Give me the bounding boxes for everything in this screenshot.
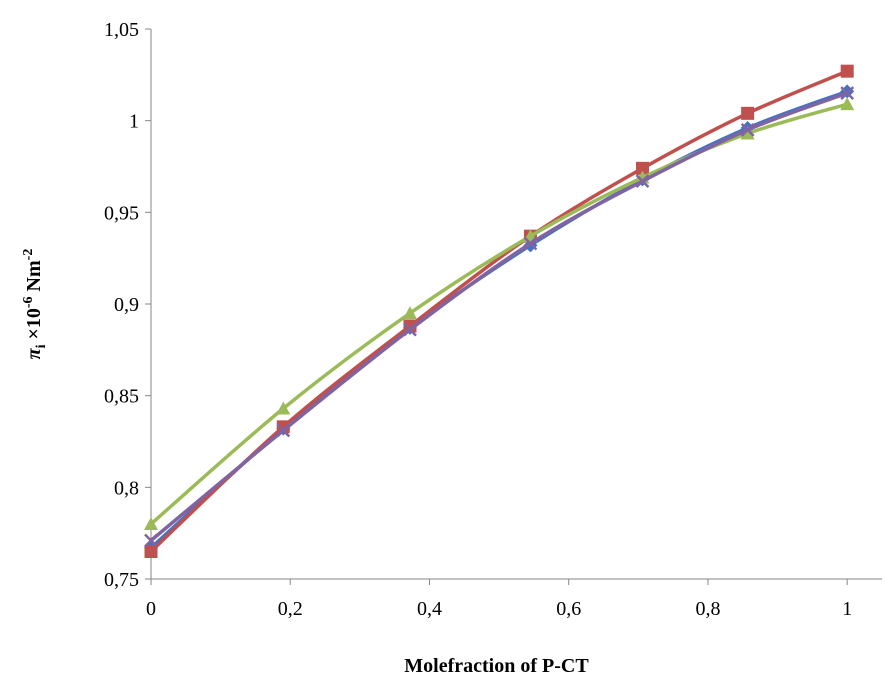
y-tick-label: 0,75 [104,569,139,591]
data-point [144,545,158,558]
series-3 [144,97,855,530]
y-tick-label: 1 [129,111,139,133]
series-1 [144,84,855,555]
y-axis-mult: ×10 [23,308,45,344]
data-point [523,236,538,251]
y-axis-symbol: π [23,347,45,359]
data-point [144,517,158,530]
y-tick-label: 0,85 [104,386,139,408]
series-line [149,91,848,542]
series-4 [144,86,855,548]
series-line [149,102,848,526]
x-tick-label: 1 [842,598,852,620]
y-tick-label: 0,95 [104,202,139,224]
series-line [149,89,848,550]
data-point [276,401,291,415]
data-point [840,86,855,101]
y-axis-exponent: -6 [21,296,36,308]
series-layer [144,64,855,558]
y-axis-title: πi ×10-6 Nm-2 [21,249,49,360]
data-point [740,126,755,140]
x-tick-label: 0,8 [695,598,720,620]
data-point [636,161,650,175]
y-tick-label: 1,05 [104,19,139,41]
x-tick-label: 0,6 [556,598,581,620]
data-point [840,97,855,111]
data-point [403,322,417,337]
x-tick-label: 0,4 [417,598,442,620]
y-tick-label: 0,9 [114,294,139,316]
y-tick-label: 0,8 [114,477,139,499]
data-point [635,174,650,189]
data-point [144,533,158,548]
x-axis-title: Molefraction of P-CT [404,655,589,677]
data-point [840,64,854,78]
series-line [149,69,848,553]
y-axis-subscript: i [34,344,49,348]
data-point [741,106,755,120]
x-tick-label: 0 [146,598,156,620]
y-axis-unit: Nm [23,260,45,296]
data-point [740,122,755,137]
y-axis-unit-exponent: -2 [21,249,36,261]
axes: 0,75 0,8 0,85 0,9 0,95 1 1,05 0 0,2 0,4 0,6 0,8 1 [104,19,882,620]
data-point [276,423,291,438]
data-point [402,306,417,320]
x-tick-label: 0,2 [278,598,303,620]
